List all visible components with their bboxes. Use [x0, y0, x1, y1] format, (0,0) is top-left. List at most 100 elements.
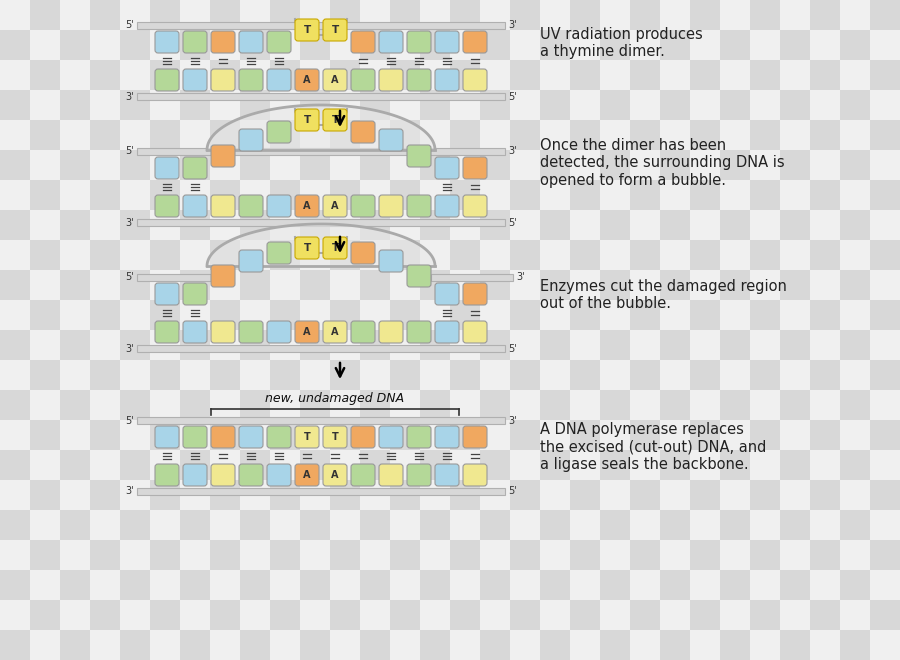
Bar	[90, 510, 120, 540]
Bar	[600, 480, 630, 510]
Bar	[60, 150, 90, 180]
Bar	[750, 0, 780, 30]
Bar	[720, 300, 750, 330]
Bar	[630, 240, 660, 270]
Bar	[137, 148, 505, 155]
Bar	[720, 180, 750, 210]
Bar	[120, 210, 150, 240]
Bar	[360, 480, 390, 510]
FancyBboxPatch shape	[211, 145, 235, 167]
Bar	[300, 90, 330, 120]
Bar	[450, 450, 480, 480]
FancyBboxPatch shape	[183, 426, 207, 448]
Bar	[90, 540, 120, 570]
Bar	[450, 270, 480, 300]
Bar	[870, 480, 900, 510]
FancyBboxPatch shape	[435, 31, 459, 53]
Text: 5': 5'	[125, 147, 134, 156]
Bar	[660, 300, 690, 330]
Bar	[510, 360, 540, 390]
Bar	[330, 420, 360, 450]
Bar	[510, 30, 540, 60]
Bar	[0, 330, 30, 360]
FancyBboxPatch shape	[351, 69, 375, 91]
Bar	[360, 270, 390, 300]
Bar	[780, 540, 810, 570]
Bar	[90, 30, 120, 60]
Bar	[840, 150, 870, 180]
Bar	[600, 90, 630, 120]
FancyBboxPatch shape	[155, 321, 179, 343]
Text: T: T	[303, 243, 310, 253]
Bar	[840, 450, 870, 480]
FancyBboxPatch shape	[379, 129, 403, 151]
Bar	[360, 150, 390, 180]
Bar	[570, 300, 600, 330]
FancyBboxPatch shape	[239, 69, 263, 91]
Bar	[300, 420, 330, 450]
Bar	[840, 0, 870, 30]
Bar	[630, 450, 660, 480]
Bar	[630, 390, 660, 420]
Bar	[300, 270, 330, 300]
Bar	[137, 274, 215, 281]
Bar	[630, 150, 660, 180]
Bar	[150, 390, 180, 420]
Bar	[600, 120, 630, 150]
Bar	[270, 480, 300, 510]
Bar	[660, 450, 690, 480]
Bar	[570, 630, 600, 660]
Bar	[120, 390, 150, 420]
Bar	[690, 510, 720, 540]
Bar	[870, 150, 900, 180]
Bar	[240, 330, 270, 360]
Bar	[240, 510, 270, 540]
Bar	[150, 150, 180, 180]
Bar	[90, 120, 120, 150]
Bar	[150, 30, 180, 60]
Bar	[750, 210, 780, 240]
Bar	[510, 270, 540, 300]
Bar	[510, 480, 540, 510]
Bar	[150, 300, 180, 330]
FancyBboxPatch shape	[463, 283, 487, 305]
Bar	[750, 30, 780, 60]
FancyBboxPatch shape	[239, 31, 263, 53]
Bar	[540, 480, 570, 510]
Bar	[870, 390, 900, 420]
Bar	[300, 480, 330, 510]
Bar	[510, 300, 540, 330]
FancyBboxPatch shape	[323, 321, 347, 343]
Bar	[137, 22, 505, 29]
Bar	[90, 630, 120, 660]
Bar	[510, 240, 540, 270]
Bar	[780, 420, 810, 450]
Bar	[270, 510, 300, 540]
Bar	[240, 570, 270, 600]
Bar	[120, 420, 150, 450]
Bar	[660, 420, 690, 450]
Bar	[270, 330, 300, 360]
Bar	[840, 30, 870, 60]
Bar	[870, 570, 900, 600]
Bar	[510, 600, 540, 630]
Bar	[570, 0, 600, 30]
Bar	[510, 420, 540, 450]
Bar	[210, 420, 240, 450]
FancyBboxPatch shape	[435, 283, 459, 305]
Bar	[810, 420, 840, 450]
Bar	[810, 390, 840, 420]
FancyBboxPatch shape	[295, 19, 319, 41]
Bar	[30, 30, 60, 60]
Bar	[390, 540, 420, 570]
Bar	[750, 540, 780, 570]
Bar	[330, 600, 360, 630]
Bar	[690, 570, 720, 600]
Bar	[210, 150, 240, 180]
Bar	[180, 300, 210, 330]
FancyBboxPatch shape	[267, 31, 291, 53]
FancyBboxPatch shape	[183, 464, 207, 486]
Bar	[180, 420, 210, 450]
Bar	[750, 180, 780, 210]
Bar	[240, 270, 270, 300]
